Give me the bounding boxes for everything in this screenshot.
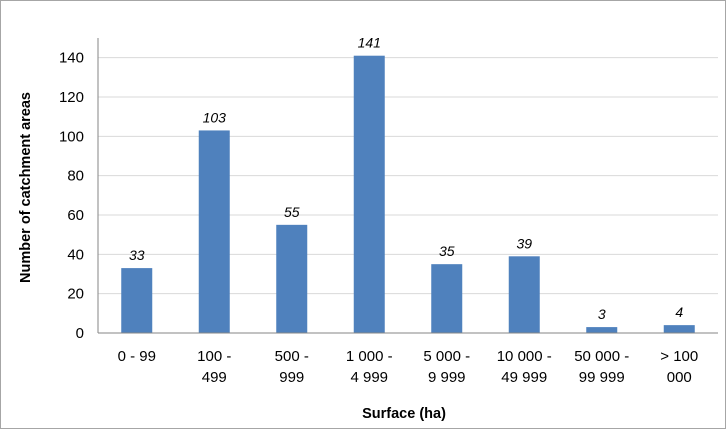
data-labels: 33 103 55 141 35 39 3 4 (129, 35, 683, 322)
gridlines (98, 57, 718, 295)
y-tick-label: 0 (76, 325, 84, 342)
bar (353, 55, 385, 333)
y-tick-label: 80 (67, 168, 84, 185)
y-tick-label: 20 (67, 286, 84, 303)
data-label: 35 (439, 243, 455, 259)
data-label: 3 (598, 306, 606, 322)
y-tick-labels: 0 20 40 60 80 100 120 140 (59, 50, 84, 342)
bar (663, 325, 695, 333)
data-label: 33 (129, 247, 145, 263)
bar (586, 327, 618, 333)
x-tick-label: 100 -499 (197, 348, 231, 386)
y-tick-label: 120 (59, 89, 84, 106)
bar (121, 268, 153, 333)
x-tick-label: 10 000 -49 999 (497, 348, 552, 386)
x-tick-label: 5 000 -9 999 (423, 348, 470, 386)
x-tick-labels: 0 - 99 100 -499 500 -999 1 000 -4 999 5 000 … (118, 348, 699, 386)
bar (198, 130, 230, 333)
x-tick-label: 1 000 -4 999 (346, 348, 393, 386)
y-tick-label: 60 (67, 207, 84, 224)
y-tick-label: 140 (59, 50, 84, 67)
bars (121, 55, 695, 333)
y-tick-label: 40 (67, 246, 84, 263)
bar (276, 224, 308, 333)
x-tick-label: 50 000 -99 999 (574, 348, 629, 386)
x-tick-label: 0 - 99 (118, 348, 156, 365)
bar (431, 264, 463, 333)
bar (508, 256, 540, 333)
data-label: 4 (675, 304, 683, 320)
x-tick-label: > 100 000 (660, 348, 698, 386)
data-label: 39 (516, 235, 532, 251)
y-tick-label: 100 (59, 128, 84, 145)
data-label: 55 (284, 204, 300, 220)
x-axis-title: Surface (ha) (362, 406, 446, 422)
data-label: 103 (203, 109, 227, 125)
data-label: 141 (358, 35, 381, 51)
x-tick-label: 500 -999 (275, 348, 309, 386)
y-axis-title: Number of catchment areas (18, 92, 34, 283)
